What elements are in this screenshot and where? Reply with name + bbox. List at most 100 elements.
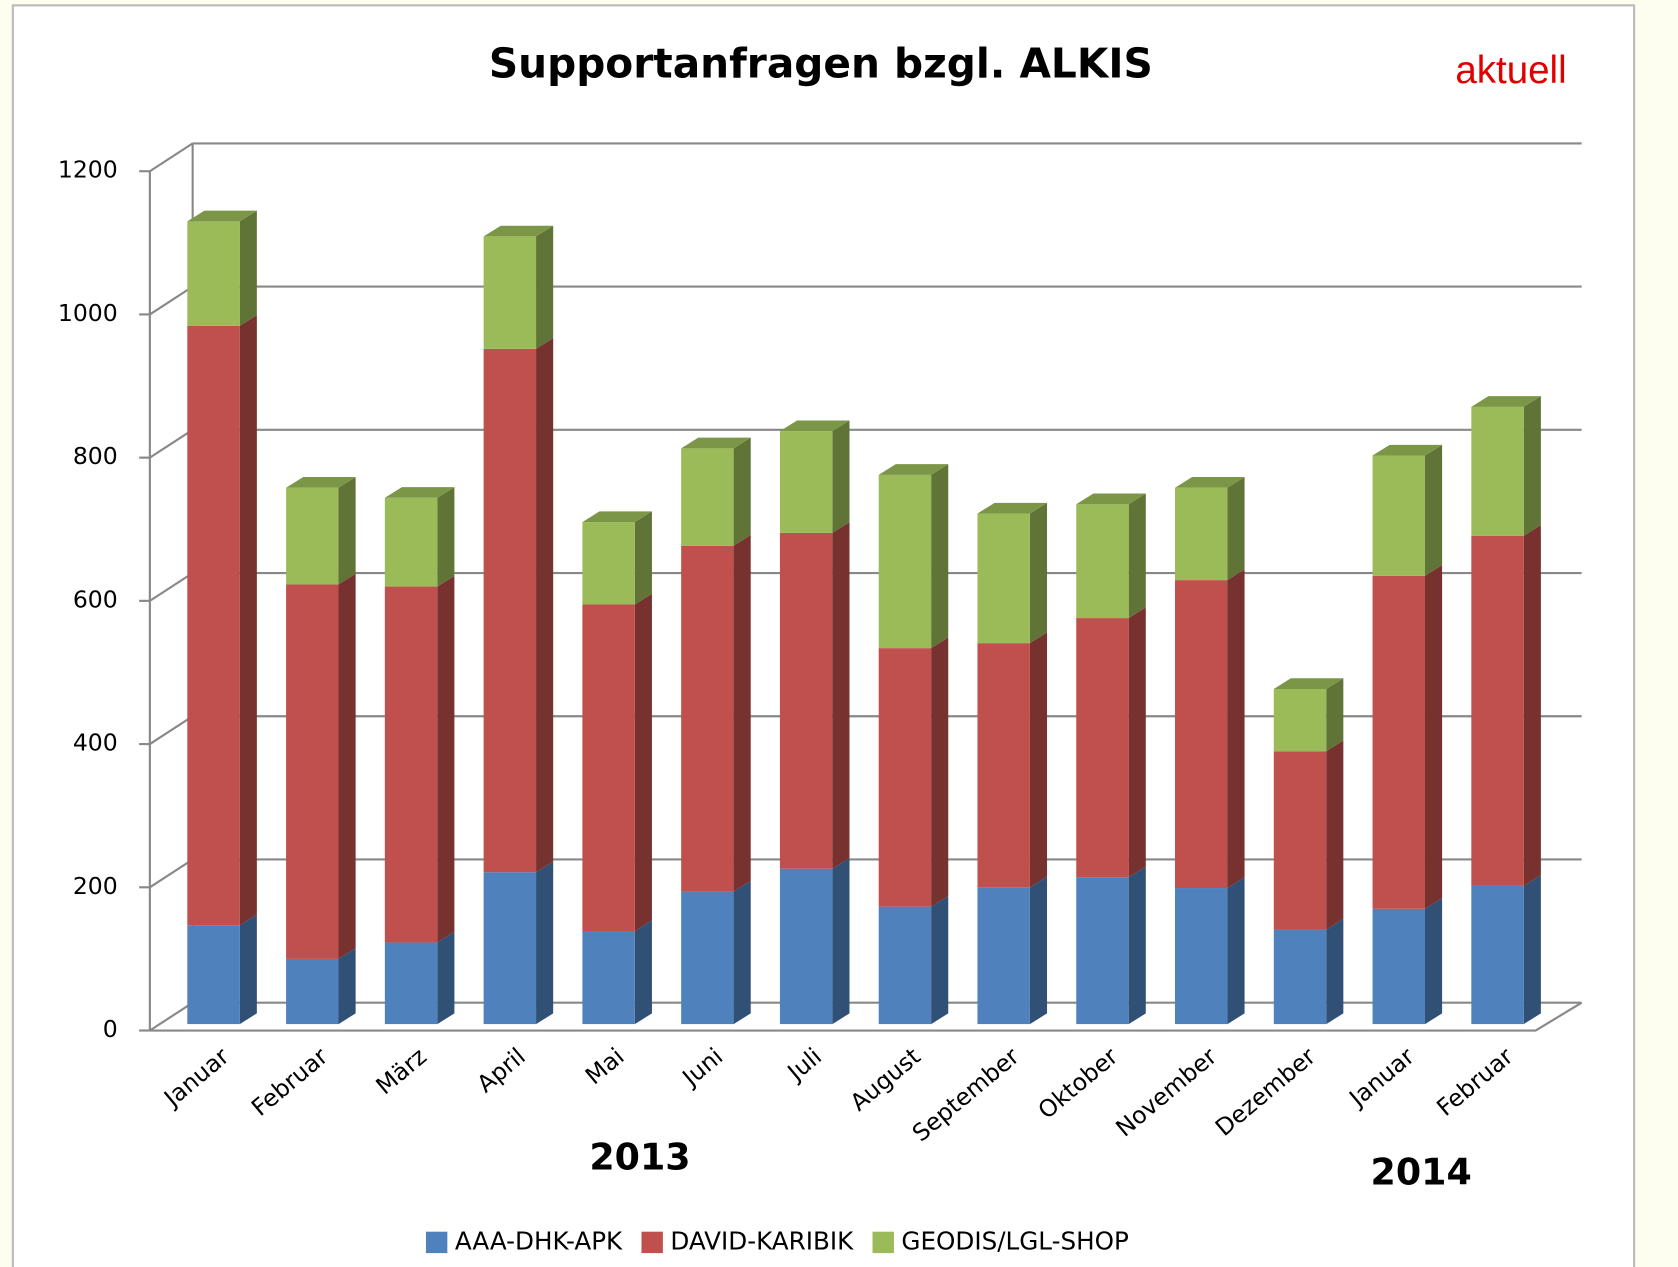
y-tick-label: 200 xyxy=(73,872,118,900)
bar-side xyxy=(536,861,554,1025)
bar-side xyxy=(338,948,356,1025)
bar xyxy=(1076,504,1129,619)
bar xyxy=(582,930,635,1025)
legend-label: AAA-DHK-APK xyxy=(455,1226,623,1255)
grid-line xyxy=(149,715,194,745)
bar-side xyxy=(338,573,356,959)
bar xyxy=(582,522,635,605)
bar xyxy=(1076,877,1129,1025)
bar xyxy=(483,872,537,1025)
bar xyxy=(977,513,1030,644)
bar xyxy=(384,942,438,1025)
legend-label: GEODIS/LGL-SHOP xyxy=(901,1226,1128,1255)
bar-side xyxy=(1227,477,1245,581)
bar-side xyxy=(536,225,554,349)
bar-side xyxy=(1523,525,1541,886)
bar-side xyxy=(733,880,751,1025)
annotation: aktuell xyxy=(1455,49,1566,92)
bar-top xyxy=(384,487,455,498)
bar-side xyxy=(733,437,751,546)
bar-top xyxy=(483,225,554,237)
grid-line xyxy=(149,1001,194,1032)
bar xyxy=(977,887,1030,1025)
bar-top xyxy=(1471,396,1541,407)
bar xyxy=(286,584,339,959)
bar-side xyxy=(239,914,257,1025)
bar-side xyxy=(437,487,455,587)
bar-top xyxy=(1175,477,1245,488)
bar-side xyxy=(1424,565,1443,909)
bar xyxy=(1273,688,1327,752)
legend-swatch xyxy=(425,1231,448,1254)
bar xyxy=(286,487,339,585)
bar xyxy=(1273,929,1327,1025)
bar-side xyxy=(1424,444,1443,576)
bar-top xyxy=(878,464,949,475)
bar-top xyxy=(1273,678,1344,689)
bar xyxy=(681,448,734,546)
bar-side xyxy=(338,477,356,585)
grid-line xyxy=(149,858,194,889)
bar-side xyxy=(1326,678,1344,752)
bar xyxy=(681,545,734,892)
bar-side xyxy=(1029,632,1048,888)
bar-top xyxy=(779,420,850,432)
bar-side xyxy=(634,511,652,605)
bar xyxy=(1372,908,1425,1025)
bar-side xyxy=(634,593,652,931)
bar-side xyxy=(931,464,949,649)
bar xyxy=(582,604,635,931)
bar xyxy=(187,925,240,1025)
bar-side xyxy=(1029,876,1048,1025)
bar xyxy=(878,474,932,649)
bar xyxy=(187,221,240,326)
bar-side xyxy=(239,210,257,326)
bar xyxy=(1471,535,1524,886)
bar xyxy=(779,532,833,869)
y-tick-label: 1200 xyxy=(58,156,118,184)
bar xyxy=(878,648,932,907)
bar-top xyxy=(1076,493,1146,505)
bar xyxy=(977,643,1030,888)
bar xyxy=(878,906,932,1025)
year-label: 2013 xyxy=(589,1135,690,1178)
bar-side xyxy=(1128,866,1146,1025)
bar-side xyxy=(634,920,652,1025)
bar-side xyxy=(931,637,949,907)
bar-side xyxy=(733,535,751,892)
bar xyxy=(1076,618,1129,878)
bar xyxy=(1471,406,1524,536)
bar xyxy=(384,497,438,587)
chart-title: Supportanfragen bzgl. ALKIS xyxy=(489,39,1153,87)
bar-side xyxy=(832,857,850,1025)
bar-side xyxy=(536,338,554,873)
bar-side xyxy=(1227,877,1245,1025)
bar xyxy=(1175,888,1228,1025)
y-tick-label: 400 xyxy=(73,729,118,757)
y-tick-label: 1000 xyxy=(58,299,118,327)
grid-line xyxy=(149,285,194,316)
bar-top xyxy=(977,502,1048,514)
bar-side xyxy=(832,522,850,869)
grid-line xyxy=(149,428,194,459)
legend-label: DAVID-KARIBIK xyxy=(670,1226,854,1255)
y-tick-label: 800 xyxy=(73,442,118,470)
floor-edge xyxy=(149,1001,1583,1032)
bar-side xyxy=(1128,607,1146,878)
bar xyxy=(483,348,537,873)
bar-side xyxy=(1326,740,1344,930)
bar-top xyxy=(187,210,257,222)
bar-side xyxy=(437,575,455,943)
bar-side xyxy=(1523,875,1541,1025)
bar-top xyxy=(1372,444,1443,456)
bar xyxy=(779,431,833,533)
grid-line xyxy=(149,572,194,602)
legend-swatch xyxy=(641,1231,663,1254)
bar xyxy=(1372,455,1425,576)
bar-top xyxy=(582,511,652,523)
bar xyxy=(1471,885,1524,1025)
bar-side xyxy=(1424,898,1443,1025)
bar xyxy=(681,891,734,1025)
